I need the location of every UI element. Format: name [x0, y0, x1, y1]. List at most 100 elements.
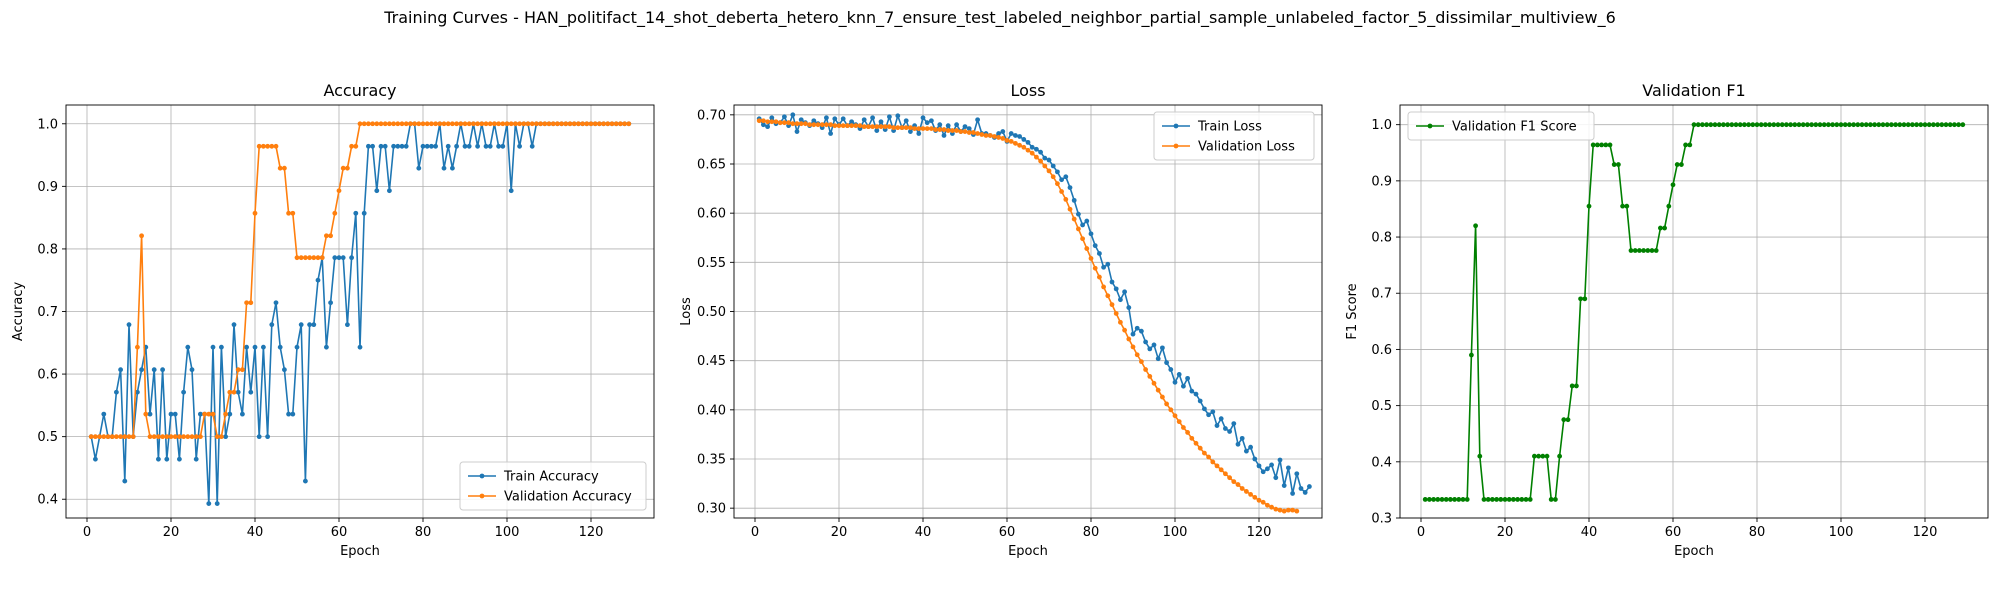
f1-data-point — [1893, 122, 1898, 128]
loss-data-point — [987, 133, 993, 138]
accuracy-data-point — [462, 143, 468, 149]
f1-y-tick-label: 0.6 — [1371, 343, 1392, 358]
loss-data-point — [882, 124, 888, 130]
accuracy-data-point — [147, 411, 153, 417]
f1-data-point — [1708, 122, 1714, 128]
loss-data-point — [794, 129, 800, 134]
accuracy-data-point — [517, 143, 522, 149]
accuracy-legend-swatch-marker — [479, 473, 485, 479]
accuracy-data-point — [269, 322, 275, 328]
loss-data-point — [840, 116, 846, 122]
accuracy-data-point — [164, 456, 170, 462]
loss-data-point — [929, 126, 934, 131]
accuracy-data-point — [202, 411, 208, 417]
loss-data-point — [798, 121, 804, 127]
accuracy-data-point — [114, 434, 119, 440]
loss-data-point — [1071, 216, 1077, 222]
accuracy-data-point — [336, 255, 342, 261]
f1-data-point — [1641, 248, 1646, 253]
loss-data-point — [1008, 131, 1014, 136]
accuracy-data-point — [500, 143, 506, 149]
loss-data-point — [773, 119, 779, 125]
accuracy-data-point — [433, 143, 438, 149]
accuracy-data-point — [168, 411, 174, 417]
loss-data-point — [1134, 325, 1140, 331]
accuracy-data-point — [361, 210, 367, 216]
loss-data-point — [945, 123, 951, 129]
f1-y-tick-label: 0.9 — [1371, 174, 1392, 189]
loss-data-point — [1277, 457, 1283, 463]
f1-y-tick-label: 0.8 — [1371, 231, 1392, 246]
loss-data-point — [1101, 264, 1106, 270]
accuracy-data-point — [269, 143, 275, 149]
accuracy-data-point — [307, 255, 312, 261]
accuracy-data-point — [214, 434, 220, 440]
loss-data-point — [1046, 157, 1052, 163]
accuracy-series-line-1 — [91, 122, 629, 438]
loss-data-point — [929, 118, 934, 124]
f1-data-point — [1565, 417, 1571, 423]
loss-data-point — [1218, 416, 1224, 422]
f1-data-point — [1779, 122, 1785, 128]
accuracy-data-point — [101, 411, 107, 417]
accuracy-data-point — [370, 143, 375, 149]
loss-data-point — [765, 119, 770, 125]
loss-data-point — [1025, 139, 1031, 145]
loss-data-point — [1290, 491, 1295, 496]
loss-data-point — [1118, 319, 1123, 325]
accuracy-data-point — [496, 121, 501, 127]
loss-data-point — [1294, 471, 1300, 477]
loss-legend-box — [1153, 111, 1315, 161]
loss-data-point — [1273, 506, 1279, 512]
loss-data-point — [798, 117, 804, 123]
accuracy-data-point — [135, 344, 140, 350]
accuracy-x-tick-label: 100 — [495, 525, 520, 540]
loss-data-point — [1210, 409, 1216, 415]
loss-data-point — [1076, 211, 1081, 217]
accuracy-data-point — [584, 121, 590, 127]
accuracy-panel: 0 20 40 60 80 100 120 0.4 0.5 0.6 0.7 0.8 0.9 1.0 Accu… — [11, 81, 655, 559]
accuracy-data-point — [118, 367, 123, 373]
f1-data-point — [1691, 122, 1697, 128]
loss-data-point — [895, 125, 901, 131]
accuracy-data-point — [437, 121, 443, 127]
accuracy-data-point — [298, 322, 304, 328]
loss-data-point — [933, 127, 938, 132]
accuracy-data-point — [227, 389, 233, 395]
accuracy-data-point — [303, 255, 308, 261]
loss-data-point — [811, 118, 817, 124]
loss-data-point — [1256, 463, 1262, 469]
loss-data-point — [1206, 412, 1211, 418]
accuracy-data-point — [219, 344, 224, 350]
loss-data-point — [996, 131, 1001, 136]
f1-data-point — [1599, 142, 1604, 148]
loss-data-point — [861, 117, 867, 123]
f1-data-point — [1456, 497, 1462, 502]
accuracy-data-point — [101, 434, 107, 440]
accuracy-data-point — [576, 121, 581, 127]
f1-data-point — [1628, 248, 1634, 253]
loss-data-point — [840, 123, 846, 129]
accuracy-data-point — [290, 411, 296, 417]
loss-data-point — [1181, 383, 1186, 389]
accuracy-data-point — [374, 121, 380, 127]
loss-data-point — [811, 122, 817, 128]
loss-data-point — [849, 123, 854, 129]
accuracy-data-point — [151, 367, 157, 373]
loss-data-point — [1210, 459, 1216, 465]
accuracy-data-point — [382, 121, 388, 127]
loss-data-point — [849, 119, 854, 125]
loss-data-point — [920, 115, 926, 121]
f1-data-point — [1553, 497, 1558, 502]
f1-data-point — [1637, 248, 1642, 253]
f1-data-point — [1700, 122, 1705, 128]
loss-data-point — [1176, 419, 1182, 425]
loss-data-point — [1202, 450, 1207, 456]
loss-data-point — [903, 118, 909, 124]
loss-data-point — [1050, 174, 1056, 180]
loss-data-point — [1277, 507, 1283, 513]
f1-y-tick-label: 1.0 — [1371, 118, 1392, 133]
f1-x-tick-label: 20 — [1497, 525, 1514, 540]
loss-data-point — [828, 131, 833, 136]
loss-data-point — [1025, 147, 1031, 153]
